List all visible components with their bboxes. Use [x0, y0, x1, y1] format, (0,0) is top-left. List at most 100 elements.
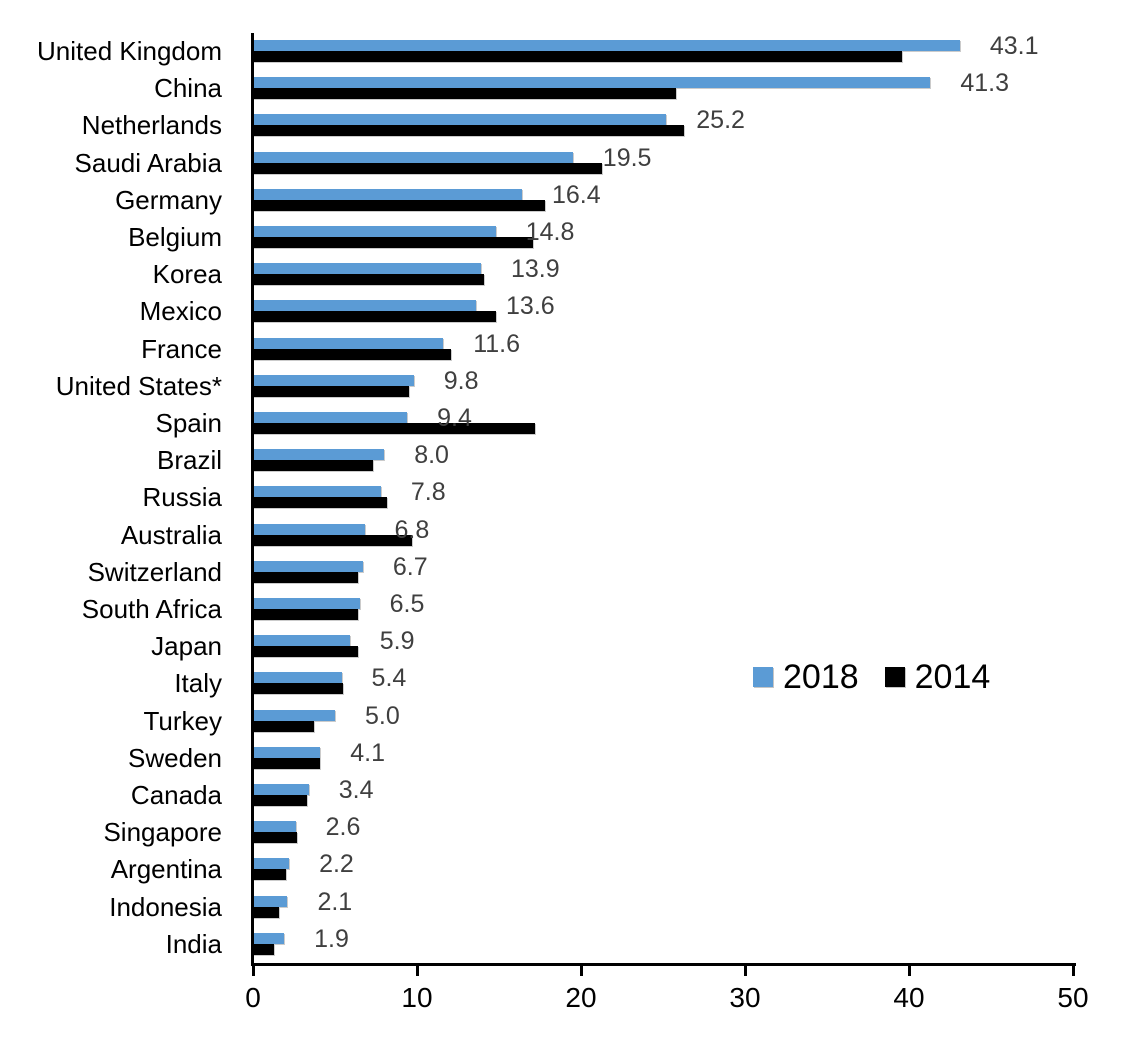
x-axis-tick	[908, 963, 911, 976]
data-label: 25.2	[696, 106, 745, 135]
data-label: 5.9	[379, 627, 415, 656]
data-label: 7.8	[410, 478, 446, 507]
bar-2014-singapore	[253, 832, 298, 844]
category-label: Canada	[130, 780, 222, 810]
bar-2018-belgium	[253, 226, 496, 237]
data-label: 9.4	[437, 404, 472, 432]
data-label: 19.5	[602, 143, 652, 172]
bar-2018-switzerland	[253, 560, 363, 572]
category-label: Saudi Arabia	[74, 147, 222, 178]
bar-2018-germany	[253, 188, 522, 200]
category-label: Russia	[142, 482, 222, 513]
x-axis-tick-label: 40	[893, 982, 925, 1013]
legend-item-2018: 2018	[753, 660, 859, 694]
bar-2018-south-africa	[253, 598, 360, 609]
bar-2018-spain	[253, 412, 408, 423]
x-axis-tick	[1072, 963, 1075, 976]
data-label: 1.9	[314, 924, 349, 953]
category-label: Mexico	[139, 296, 222, 327]
bar-2014-korea	[253, 274, 485, 286]
bar-2018-indonesia	[253, 895, 288, 907]
y-axis-line	[251, 33, 254, 966]
bar-2018-saudi-arabia	[253, 151, 573, 163]
data-label: 9.8	[443, 366, 479, 395]
category-label: Spain	[155, 408, 223, 438]
bar-2018-australia	[253, 523, 365, 535]
data-label: 6.8	[394, 515, 430, 544]
data-label: 11.6	[473, 329, 521, 358]
legend-swatch-2014-icon	[884, 667, 905, 687]
category-label: Korea	[152, 259, 222, 290]
bar-2018-turkey	[253, 709, 335, 721]
x-axis-tick	[580, 963, 583, 976]
bar-2014-mexico	[253, 311, 496, 323]
category-label: Brazil	[156, 445, 222, 476]
bar-2014-canada	[253, 795, 308, 806]
bar-2014-russia	[253, 497, 388, 509]
bar-2018-france	[253, 337, 444, 349]
x-axis-tick	[744, 963, 747, 976]
category-label: Italy	[174, 668, 222, 699]
bar-2014-france	[253, 348, 452, 360]
category-label: Netherlands	[81, 110, 222, 141]
category-label: France	[141, 333, 222, 364]
bar-2014-saudi-arabia	[253, 162, 603, 174]
x-axis-tick	[252, 963, 255, 976]
bar-2014-south-africa	[253, 609, 358, 620]
x-axis-tick-label: 50	[1057, 982, 1089, 1013]
bar-2018-russia	[253, 486, 381, 498]
category-label: China	[154, 73, 222, 104]
bar-2014-switzerland	[253, 571, 358, 583]
data-label: 2.1	[317, 887, 353, 916]
data-label: 13.9	[510, 255, 560, 284]
category-label: Japan	[151, 631, 222, 662]
category-label: Argentina	[110, 854, 222, 885]
legend-label-2014: 2014	[914, 658, 991, 696]
category-label: Belgium	[128, 222, 222, 252]
data-label: 16.4	[551, 180, 601, 209]
legend-label-2018: 2018	[783, 658, 859, 696]
category-label: United States*	[55, 370, 222, 401]
bar-2018-china	[253, 77, 931, 89]
x-axis-line	[251, 963, 1076, 966]
bar-2018-brazil	[253, 449, 385, 461]
x-axis-tick-label: 10	[401, 982, 433, 1013]
x-axis-tick-label: 0	[245, 982, 261, 1013]
bar-2014-brazil	[253, 460, 373, 472]
x-axis-tick-label: 20	[565, 982, 597, 1013]
bar-2014-australia	[253, 534, 413, 546]
bar-2014-turkey	[253, 720, 314, 732]
data-label: 4.1	[350, 738, 385, 767]
category-label: Sweden	[128, 742, 222, 773]
bar-2018-india	[253, 932, 285, 944]
category-label: Turkey	[143, 705, 223, 736]
bar-2018-sweden	[253, 746, 321, 758]
bar-2014-united-states-	[253, 385, 409, 397]
category-label: Germany	[115, 184, 222, 215]
data-label: 3.4	[338, 776, 374, 804]
bar-2018-mexico	[253, 300, 477, 312]
bar-2018-united-kingdom	[253, 40, 960, 51]
data-label: 43.1	[989, 32, 1039, 60]
data-label: 8.0	[414, 441, 449, 470]
data-label: 5.4	[371, 664, 407, 693]
bar-2014-india	[253, 943, 275, 955]
legend-item-2014: 2014	[884, 658, 991, 696]
bar-2018-japan	[253, 635, 350, 647]
x-axis-tick-label: 30	[729, 982, 761, 1013]
category-label: South Africa	[81, 594, 222, 624]
category-label: Indonesia	[109, 891, 222, 922]
bar-2014-belgium	[253, 237, 534, 248]
legend: 2018 2014	[753, 660, 990, 694]
bar-2018-singapore	[253, 821, 296, 833]
bar-2014-japan	[253, 646, 358, 658]
bar-2014-sweden	[253, 757, 321, 769]
data-label: 2.6	[325, 813, 361, 842]
x-axis-tick	[416, 963, 419, 976]
legend-swatch-2018-icon	[753, 667, 773, 687]
data-label: 5.0	[365, 701, 400, 730]
bar-2014-italy	[253, 683, 344, 695]
data-label: 6.5	[389, 590, 425, 618]
bar-2014-indonesia	[253, 906, 280, 918]
bar-2018-canada	[253, 784, 309, 795]
